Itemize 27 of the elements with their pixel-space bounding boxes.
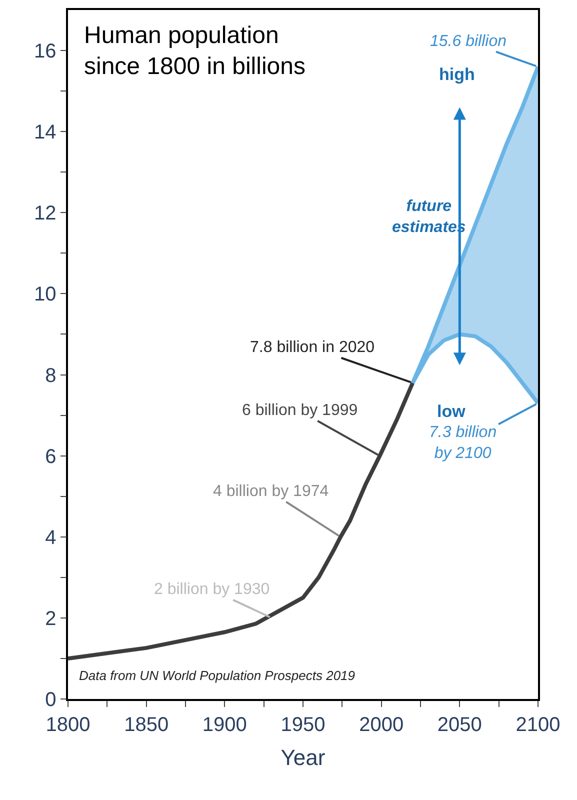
annotation: high — [439, 65, 475, 84]
y-tick-label: 6 — [45, 446, 56, 468]
annotation: 7.3 billion by 2100 — [429, 424, 497, 462]
annotation: 7.8 billion in 2020 — [250, 339, 375, 356]
annotation: 2 billion by 1930 — [154, 581, 270, 598]
y-tick-label: 14 — [34, 122, 56, 144]
y-tick-label: 0 — [45, 689, 56, 711]
x-tick-label: 2100 — [516, 714, 560, 736]
x-tick-label: 1850 — [124, 714, 169, 736]
y-tick-label: 16 — [34, 40, 56, 63]
y-tick-label: 12 — [34, 202, 56, 225]
x-tick-label: 1800 — [46, 714, 90, 736]
x-tick-label: 1900 — [202, 714, 247, 736]
x-tick-label: 1950 — [280, 714, 326, 736]
annotation: low — [437, 402, 466, 421]
annotation: 6 billion by 1999 — [242, 402, 358, 419]
y-tick-label: 10 — [34, 284, 56, 306]
x-axis-title: Year — [280, 745, 326, 770]
x-tick-label: 2000 — [359, 714, 404, 736]
x-tick-label: 2050 — [437, 714, 482, 736]
y-tick-label: 2 — [45, 608, 56, 630]
text: Human population since 1800 in billions — [84, 22, 306, 80]
annotation: Data from UN World Population Prospects 2019 — [79, 668, 356, 683]
annotation: 4 billion by 1974 — [213, 483, 329, 500]
y-tick-label: 8 — [45, 364, 56, 387]
y-tick-label: 4 — [45, 526, 56, 549]
annotation: 15.6 billion — [430, 33, 507, 50]
